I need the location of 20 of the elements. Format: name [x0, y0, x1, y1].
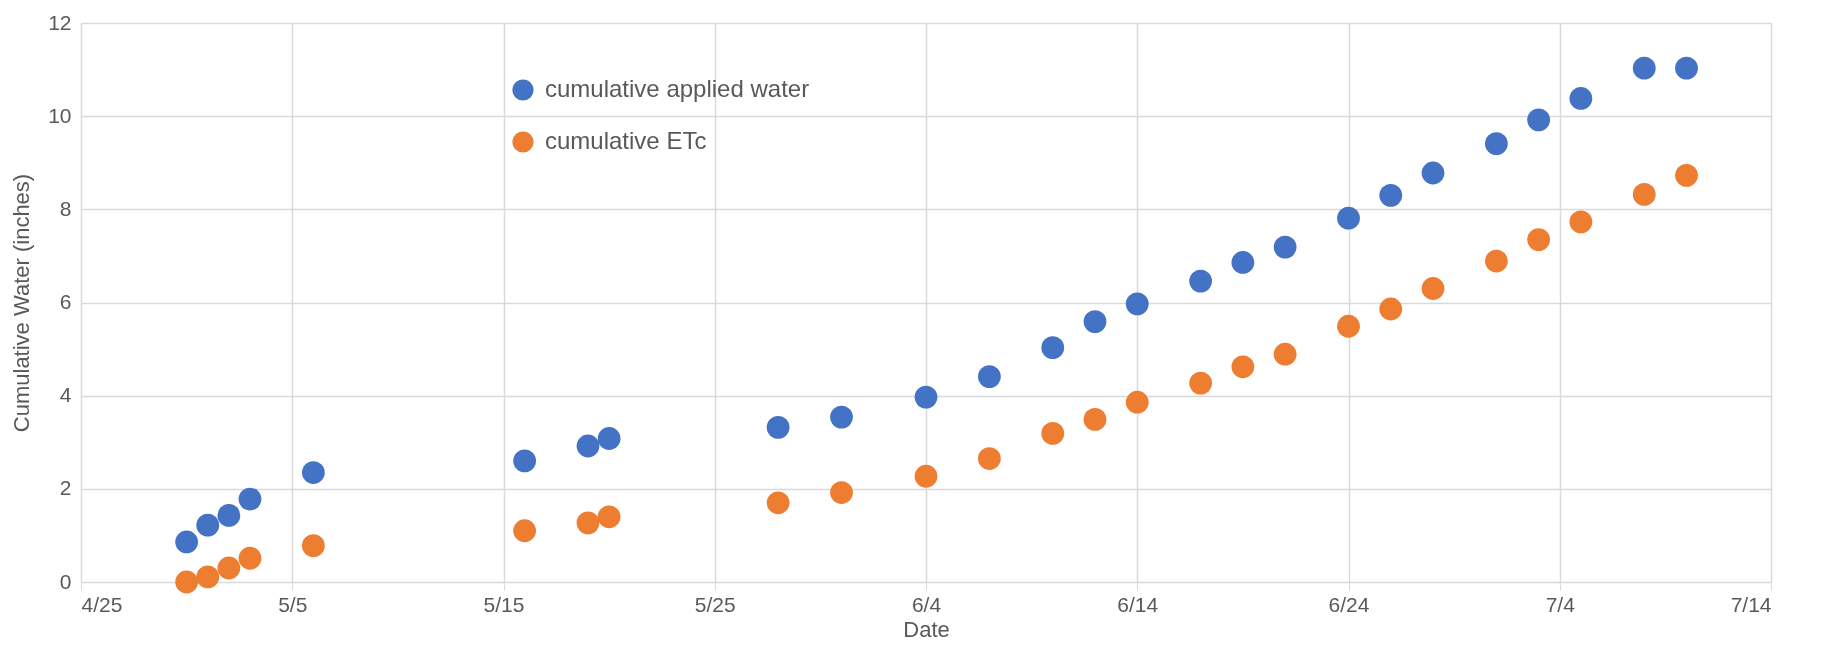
x-axis-title: Date: [903, 616, 950, 642]
x-tick-label: 5/15: [483, 592, 525, 616]
x-tick-label: 5/25: [694, 592, 736, 616]
y-tick-label: 10: [48, 103, 72, 127]
y-tick-label: 2: [59, 476, 72, 500]
y-tick-label: 6: [59, 290, 72, 313]
y-axis-title: Cumulative Water (inches): [9, 173, 35, 433]
x-tick-label: 6/24: [1328, 592, 1370, 616]
x-tick-label: 7/4: [1545, 592, 1576, 616]
x-tick-label: 5/5: [278, 592, 308, 616]
x-tick-label: 7/14: [1730, 592, 1772, 616]
legend-label: cumulative ETc: [545, 127, 707, 154]
y-tick-label: 0: [59, 569, 72, 593]
y-tick-label: 4: [59, 383, 72, 407]
y-tick-label: 12: [48, 10, 72, 34]
y-tick-label: 8: [59, 196, 72, 220]
x-tick-label: 4/25: [81, 592, 123, 616]
x-tick-label: 6/4: [911, 592, 942, 616]
x-tick-label: 6/14: [1117, 592, 1159, 616]
legend-label: cumulative applied water: [545, 75, 810, 102]
